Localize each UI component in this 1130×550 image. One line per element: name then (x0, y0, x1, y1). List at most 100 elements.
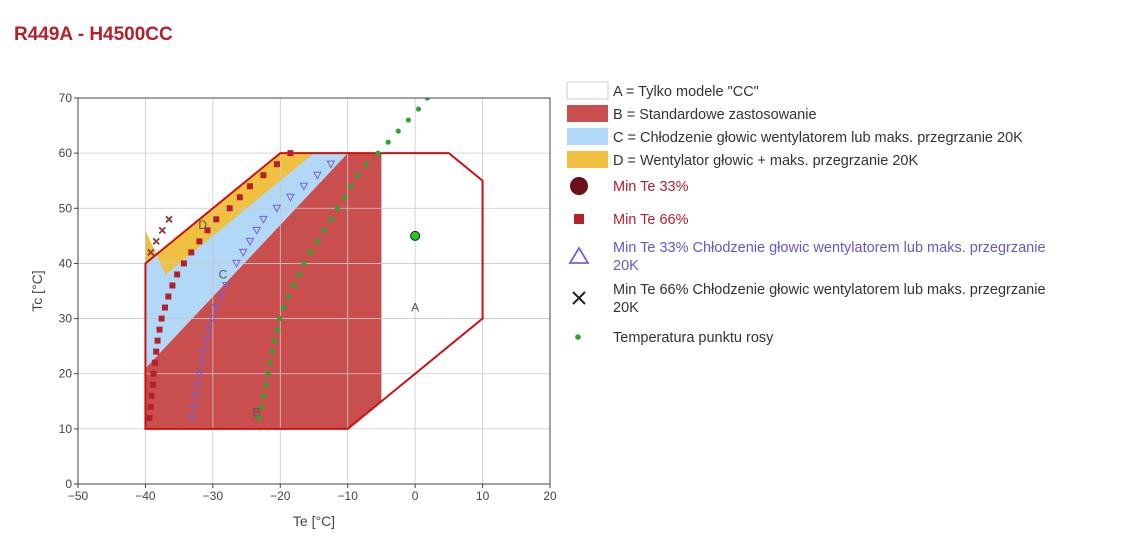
x-tick-label: 20 (543, 489, 557, 503)
legend-label: Min Te 33% (613, 179, 689, 195)
y-tick-label: 70 (59, 91, 73, 105)
dew-point (285, 293, 291, 300)
min-te-66-point (146, 414, 153, 421)
min-te-33-point (410, 230, 421, 241)
dew-point (355, 172, 361, 178)
legend-label: D = Wentylator głowic + maks. przegrzani… (613, 153, 919, 169)
region-c-area (145, 153, 348, 369)
legend-swatch (567, 128, 608, 145)
min-te-66-point (161, 304, 168, 311)
plot-frame (77, 97, 551, 485)
min-te-66-point (153, 348, 160, 355)
legend-label: Min Te 66% (613, 212, 689, 228)
legend-swatch (567, 151, 608, 168)
region-a-label: A (411, 301, 419, 315)
min-te-33-fan-point (313, 171, 322, 180)
min-te-66-point (147, 403, 154, 410)
min-te-66-point (150, 370, 157, 377)
legend-item-min-te-66: Min Te 66% (574, 212, 689, 228)
y-tick-label: 0 (65, 477, 72, 491)
dew-point (314, 238, 320, 244)
y-tick-label: 50 (59, 201, 73, 215)
min-te-66-fan-point (147, 248, 155, 257)
legend-item-min-te-33-fan: Min Te 33% Chłodzenie głowic wentylatore… (568, 240, 1046, 274)
min-te-66-fan-point (158, 226, 166, 234)
min-te-33-fan-point (222, 281, 231, 291)
min-te-33-fan-point (299, 182, 309, 191)
min-te-66-point (260, 172, 267, 179)
y-axis-label: Tc [°C] (29, 270, 45, 311)
dew-point (291, 282, 297, 289)
min-te-66-point (165, 293, 172, 300)
region-c-label: C (219, 267, 228, 281)
min-te-66-point (180, 260, 187, 267)
legend-label: C = Chłodzenie głowic wentylatorem lub m… (613, 130, 1023, 146)
min-te-66-point (149, 381, 156, 388)
min-te-33-fan-point (211, 304, 221, 313)
min-te-33-fan-point (207, 315, 217, 324)
min-te-33-fan-point (197, 359, 206, 368)
y-tick-label: 20 (59, 367, 73, 381)
min-te-33-fan-point (187, 414, 197, 423)
dew-point (363, 161, 370, 167)
min-te-33-fan-point (193, 381, 202, 390)
legend-item-min-te-66-fan: Min Te 66% Chłodzenie głowic wentylatore… (572, 282, 1046, 316)
y-tick-label: 60 (59, 146, 73, 160)
min-te-33-fan-point (252, 226, 262, 235)
legend-marker-icon (575, 334, 581, 340)
min-te-33-fan-point (201, 337, 211, 346)
dew-point (263, 382, 269, 388)
dew-point (308, 249, 314, 255)
legend-item-dew: Temperatura punktu rosy (575, 330, 774, 346)
region-labels-layer: A B C D (198, 218, 419, 419)
y-tick-labels: 0 10 20 30 40 50 60 70 (59, 91, 78, 491)
legend-item-min-te-33: Min Te 33% (570, 177, 689, 195)
legend-item-region-b: B = Standardowe zastosowanie (567, 105, 817, 123)
dew-point (415, 106, 422, 112)
legend: A = Tylko modele "CC" B = Standardowe zas… (566, 81, 1046, 346)
min-te-66-fan-point (152, 237, 160, 246)
dew-point (341, 194, 347, 200)
legend-item-region-c: C = Chłodzenie głowic wentylatorem lub m… (567, 128, 1023, 146)
dew-point (424, 98, 430, 101)
dew-point (328, 216, 334, 222)
x-tick-label: 0 (412, 489, 419, 503)
region-border-layer (144, 152, 484, 430)
min-te-33-fan-point (199, 348, 208, 357)
dew-point (265, 371, 271, 377)
dew-point (405, 117, 411, 123)
min-te-33-fan-point (238, 248, 248, 257)
legend-label: Min Te 33% Chłodzenie głowic wentylatore… (613, 240, 1046, 274)
dew-point (296, 271, 302, 278)
dew-point (256, 415, 262, 421)
dew-point (301, 260, 307, 267)
legend-swatch (566, 81, 609, 100)
dew-point (348, 183, 354, 189)
dew-point (277, 315, 283, 322)
x-tick-label: −10 (338, 489, 359, 503)
min-te-66-point (169, 282, 176, 289)
min-te-33-fan-point (272, 204, 282, 213)
region-a-border (144, 152, 484, 430)
legend-label: Temperatura punktu rosy (613, 330, 774, 346)
min-te-66-point (174, 271, 181, 278)
region-b-label: B (253, 405, 261, 419)
min-te-66-point (204, 227, 211, 234)
dew-point (395, 128, 401, 134)
x-tick-label: −20 (270, 489, 291, 503)
legend-item-region-a: A = Tylko modele "CC" (566, 81, 759, 100)
min-te-66-point (188, 249, 195, 256)
min-te-33-fan-point (190, 392, 200, 401)
region-d-label: D (198, 218, 207, 232)
dew-point (269, 349, 275, 355)
x-tick-labels: −50 −40 −30 −20 −10 0 10 20 (68, 484, 557, 503)
min-te-66-point (148, 392, 155, 399)
y-tick-label: 10 (59, 422, 73, 436)
min-te-33-fan-point (216, 293, 226, 302)
legend-label: Min Te 66% Chłodzenie głowic wentylatore… (613, 282, 1046, 316)
min-te-66-point (287, 150, 294, 157)
min-te-33-fan-point (232, 259, 241, 268)
dew-point (272, 338, 278, 344)
region-d-area (145, 153, 314, 275)
